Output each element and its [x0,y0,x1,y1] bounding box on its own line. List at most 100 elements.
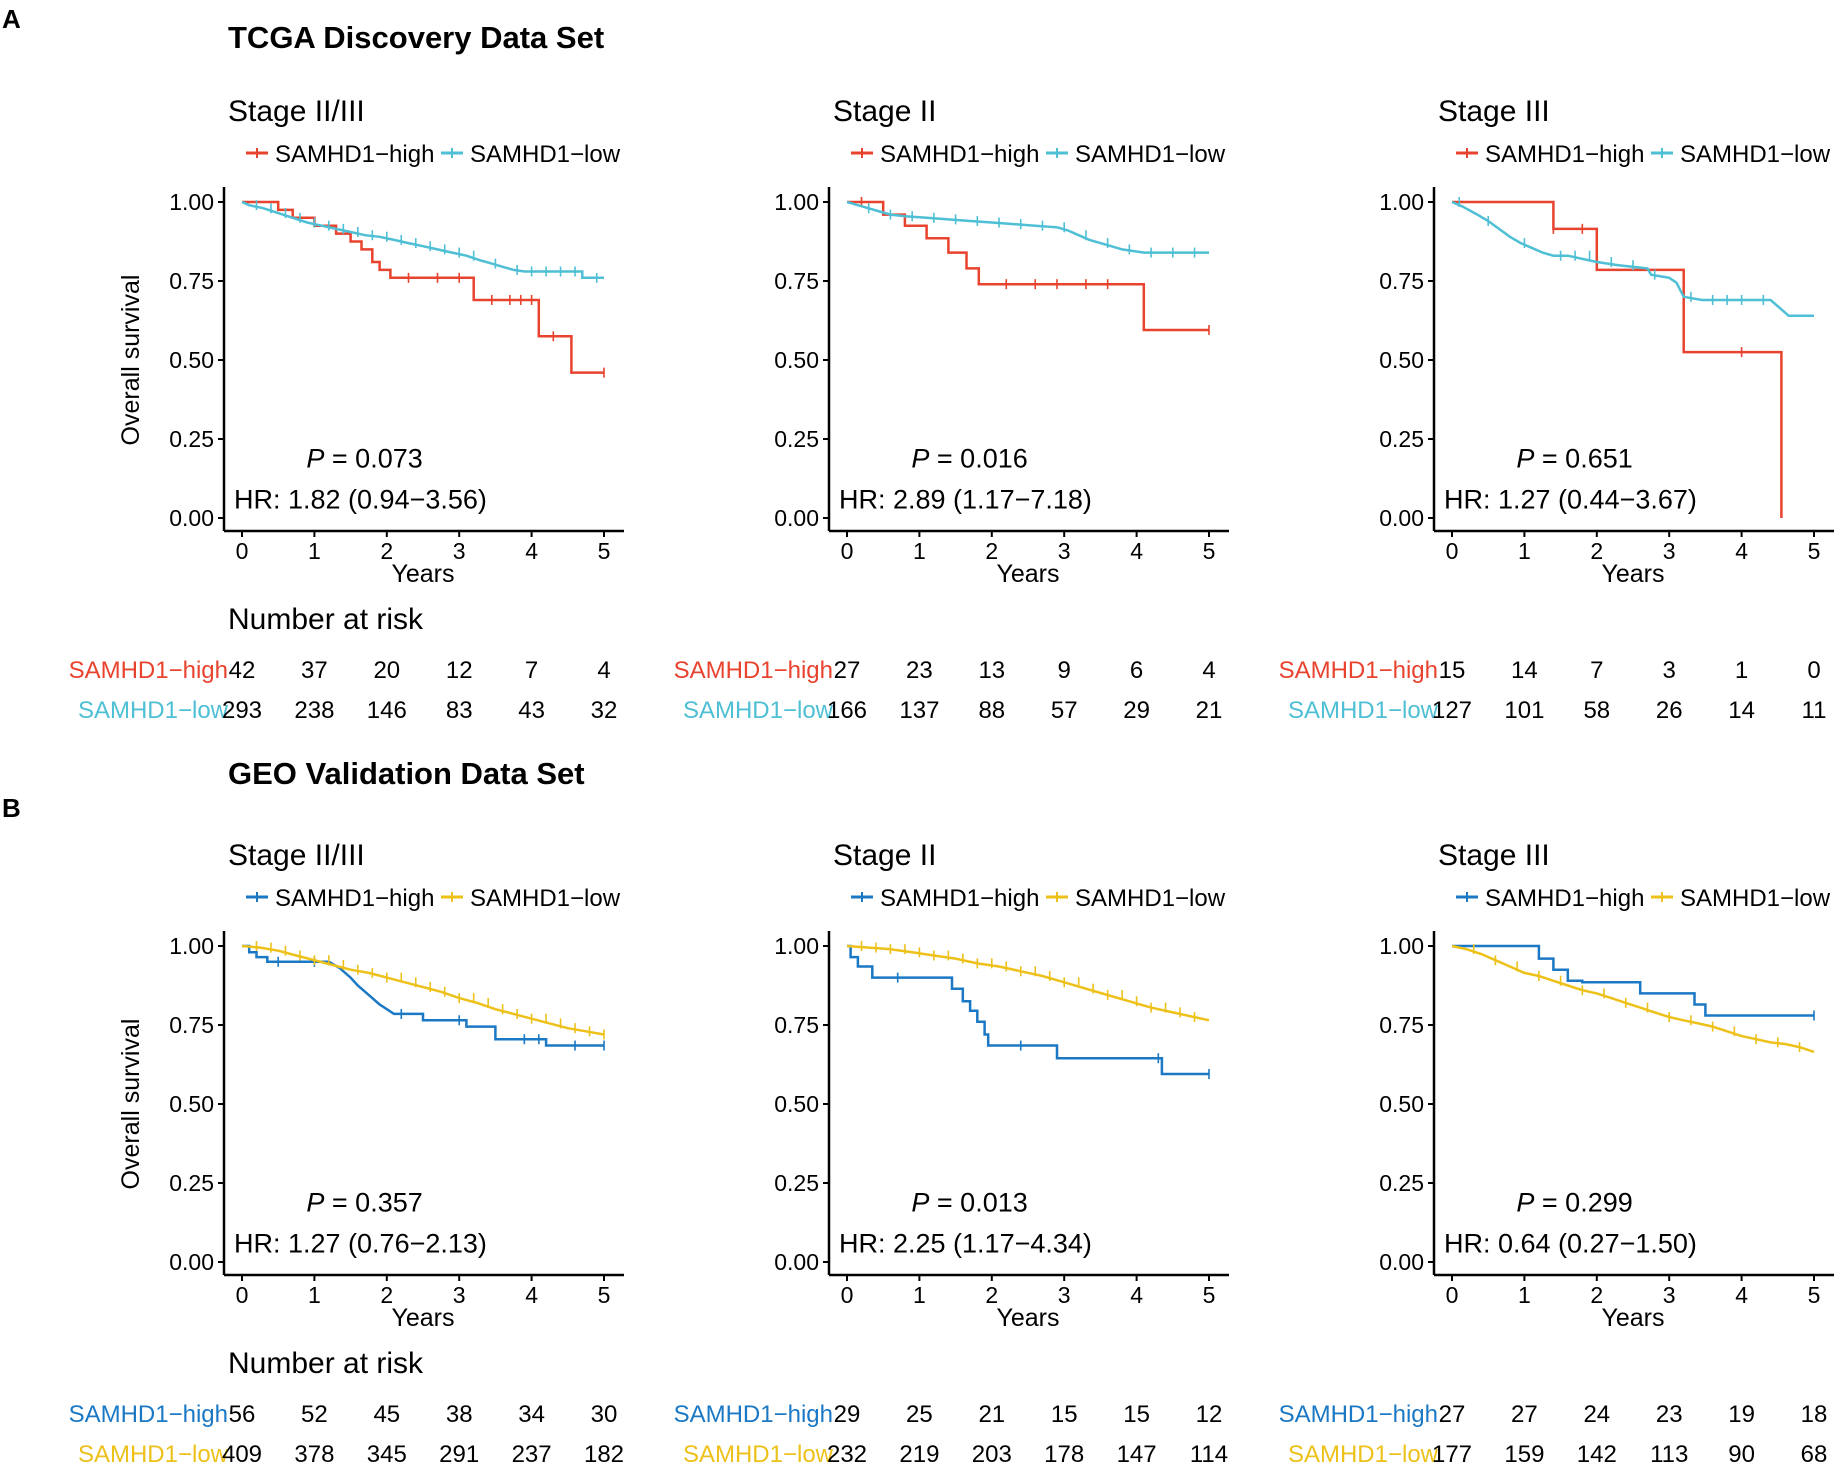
y-axis-title: Overall survival [117,275,145,446]
p-symbol: P [911,1187,929,1217]
risk-count-high: 52 [301,1401,328,1428]
y-tick-label: 0.00 [1379,1249,1424,1275]
p-value: P = 0.651 [1516,443,1632,473]
hazard-ratio: HR: 1.27 (0.44−3.67) [1444,485,1697,515]
y-tick-label: 0.00 [774,1249,819,1275]
risk-count-low: 159 [1504,1441,1544,1464]
x-tick-label: 3 [1663,538,1676,564]
y-tick-label: 0.25 [169,1170,214,1196]
x-tick-label: 5 [1808,538,1821,564]
x-tick-label: 4 [525,1282,538,1308]
section-title-A: TCGA Discovery Data Set [228,20,604,55]
p-symbol: P [911,443,929,473]
y-tick-label: 0.00 [1379,505,1424,531]
y-tick-label: 0.50 [169,1091,214,1117]
risk-count-low: 238 [294,697,334,724]
x-axis-title: Years [1601,560,1664,588]
p-symbol: P [306,443,324,473]
legend-high-label: SAMHD1−high [275,885,434,912]
curve-high [242,200,604,374]
curve-low [241,944,605,1036]
legend-low-label: SAMHD1−low [1680,885,1831,912]
risk-count-low: 101 [1504,697,1544,724]
risk-count-low: 90 [1728,1441,1755,1464]
risk-count-high: 29 [834,1401,861,1428]
risk-count-low: 146 [367,697,407,724]
risk-count-high: 15 [1439,657,1466,684]
x-axis-title: Years [996,560,1059,588]
legend-high-label: SAMHD1−high [1485,141,1644,168]
risk-count-low: 113 [1650,1441,1688,1464]
x-tick-label: 1 [913,538,926,564]
curve-low [846,944,1210,1022]
risk-count-high: 18 [1801,1401,1828,1428]
x-tick-label: 3 [1663,1282,1676,1308]
y-tick-label: 0.50 [1379,1091,1424,1117]
risk-row-label-high: SAMHD1−high [1279,1401,1438,1428]
x-tick-label: 2 [985,1282,998,1308]
y-tick-label: 0.25 [169,426,214,452]
legend-low-label: SAMHD1−low [470,141,621,168]
risk-count-high: 9 [1058,657,1071,684]
legend-low-label: SAMHD1−low [1075,885,1226,912]
y-tick-label: 1.00 [1379,189,1424,215]
curve-low [846,200,1209,254]
y-tick-label: 0.00 [774,505,819,531]
legend-low-label: SAMHD1−low [470,885,621,912]
risk-count-high: 37 [301,657,328,684]
y-tick-label: 0.25 [774,426,819,452]
curve-high [1452,200,1783,518]
y-tick-label: 0.75 [774,268,819,294]
x-tick-label: 1 [308,538,321,564]
risk-count-low: 147 [1117,1441,1157,1464]
x-tick-label: 4 [1735,538,1748,564]
curve-low [1451,200,1814,318]
curve-high [1452,944,1814,1017]
legend-low-label: SAMHD1−low [1680,141,1831,168]
x-tick-label: 2 [380,1282,393,1308]
hazard-ratio: HR: 1.82 (0.94−3.56) [234,485,487,515]
y-tick-label: 0.75 [774,1012,819,1038]
panel-letter-B: B [2,793,21,823]
x-tick-label: 0 [1446,1282,1459,1308]
risk-count-low: 178 [1044,1441,1084,1464]
plot-title: Stage II [833,839,936,872]
y-tick-label: 0.25 [1379,426,1424,452]
x-tick-label: 5 [598,538,611,564]
x-tick-label: 2 [1590,538,1603,564]
risk-count-low: 21 [1196,697,1223,724]
risk-count-high: 30 [591,1401,618,1428]
risk-count-high: 56 [229,1401,256,1428]
km-plot-6: Stage III SAMHD1−high SAMHD1−low 0.00 0.25 0.… [1279,839,1834,1468]
x-tick-label: 5 [1203,1282,1216,1308]
risk-row-label-low: SAMHD1−low [78,1441,229,1464]
risk-count-high: 3 [1663,657,1676,684]
risk-count-low: 68 [1801,1441,1828,1464]
x-tick-label: 1 [308,1282,321,1308]
x-tick-label: 3 [453,538,466,564]
risk-count-high: 21 [978,1401,1005,1428]
curve-high [242,944,604,1047]
y-tick-label: 0.25 [774,1170,819,1196]
risk-row-label-low: SAMHD1−low [78,697,229,724]
risk-count-high: 14 [1511,657,1538,684]
p-value: P = 0.073 [306,443,422,473]
risk-count-high: 13 [978,657,1005,684]
risk-count-high: 1 [1735,657,1748,684]
risk-count-low: 14 [1728,697,1755,724]
risk-count-low: 232 [827,1441,867,1464]
risk-row-label-low: SAMHD1−low [683,697,834,724]
y-tick-label: 1.00 [774,189,819,215]
y-tick-label: 0.50 [1379,347,1424,373]
risk-row-label-high: SAMHD1−high [69,1401,228,1428]
risk-count-low: 58 [1583,697,1610,724]
hazard-ratio: HR: 0.64 (0.27−1.50) [1444,1229,1697,1259]
curve-low [1451,944,1815,1054]
risk-row-label-high: SAMHD1−high [674,1401,833,1428]
curve-low [241,200,604,280]
risk-count-low: 142 [1577,1441,1617,1464]
plot-title: Stage III [1438,95,1550,128]
risk-count-high: 4 [597,657,610,684]
legend-high-label: SAMHD1−high [880,885,1039,912]
